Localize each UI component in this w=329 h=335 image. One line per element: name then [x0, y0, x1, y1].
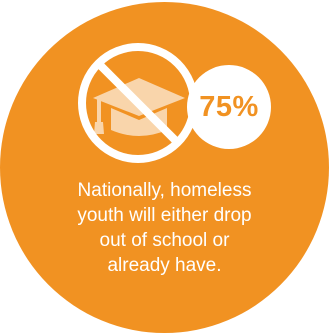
caption-line: out of school or	[99, 230, 230, 251]
caption-line: youth will either drop	[77, 205, 252, 226]
caption-line: Nationally, homeless	[77, 180, 252, 201]
stat-caption: Nationally, homeless youth will either d…	[40, 178, 289, 278]
no-graduation-cap-icon	[73, 38, 203, 168]
percentage-badge: 75%	[187, 65, 271, 149]
percentage-value: 75%	[199, 90, 259, 123]
caption-line: already have.	[107, 255, 222, 276]
